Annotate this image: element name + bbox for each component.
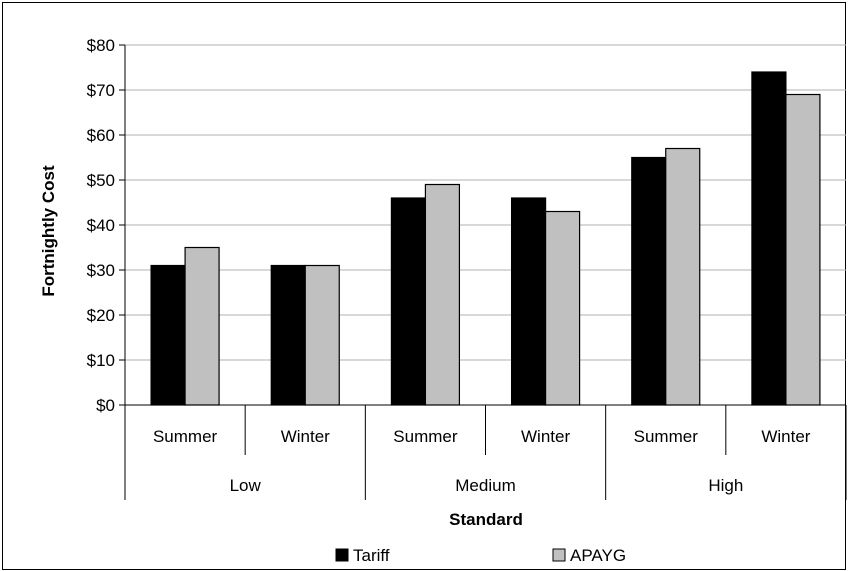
bar-tariff-1 (270, 264, 306, 406)
bar-apayg-2 (424, 183, 461, 406)
y-tick-label: $40 (87, 216, 115, 235)
axes (119, 44, 847, 500)
bar-tariff-5 (751, 71, 787, 406)
bar-apayg-4 (665, 147, 701, 406)
legend-label-apayg: APAYG (570, 546, 626, 565)
x-tick-labels: Summer Winter Summer Winter Summer Winter Low M… (153, 427, 811, 495)
bar-apayg-3 (544, 210, 581, 406)
bar-apayg-1 (304, 264, 340, 406)
bar-tariff-2 (390, 197, 427, 406)
x-tick-label: Winter (521, 427, 570, 446)
x-group-label: Low (230, 476, 262, 495)
legend: Tariff APAYG (335, 546, 626, 565)
x-tick-label: Winter (761, 427, 810, 446)
x-tick-label: Winter (281, 427, 330, 446)
y-tick-label: $10 (87, 351, 115, 370)
x-group-label: Medium (455, 476, 515, 495)
x-tick-label: Summer (634, 427, 699, 446)
x-tick-label: Summer (153, 427, 218, 446)
legend-swatch-tariff (335, 548, 349, 562)
legend-label-tariff: Tariff (353, 546, 390, 565)
x-axis-title: Standard (449, 510, 523, 529)
y-tick-label: $70 (87, 81, 115, 100)
y-tick-label: $30 (87, 261, 115, 280)
y-tick-label: $20 (87, 306, 115, 325)
bar-tariff-4 (631, 156, 667, 406)
y-tick-labels: $0 $10 $20 $30 $40 $50 $60 $70 $80 (87, 36, 115, 415)
bar-apayg-0 (184, 246, 220, 406)
bar-tariff-0 (150, 264, 186, 406)
y-tick-label: $50 (87, 171, 115, 190)
bar-apayg-5 (785, 93, 821, 406)
y-tick-label: $60 (87, 126, 115, 145)
bars (150, 71, 821, 406)
gridlines (125, 44, 846, 361)
x-tick-label: Summer (393, 427, 458, 446)
x-group-label: High (708, 476, 743, 495)
legend-swatch-apayg (552, 548, 566, 562)
y-axis-title: Fortnightly Cost (39, 165, 58, 297)
y-tick-label: $80 (87, 36, 115, 55)
y-tick-label: $0 (96, 396, 115, 415)
bar-tariff-3 (510, 197, 547, 406)
